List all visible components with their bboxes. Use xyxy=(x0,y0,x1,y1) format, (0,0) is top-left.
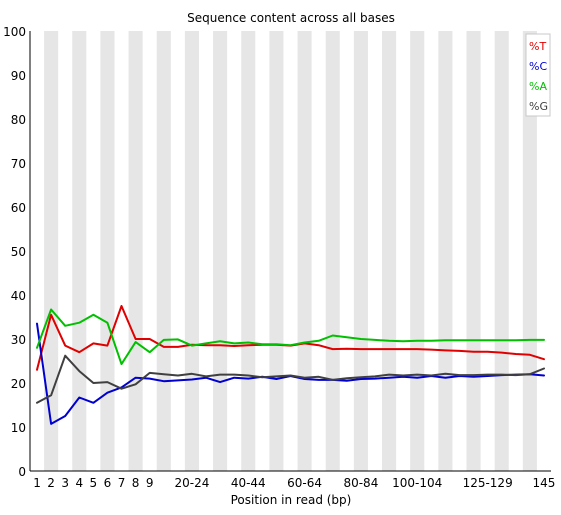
legend-entry-c: %C xyxy=(529,60,547,73)
x-axis-ticks: 1 2 3 4 5 6 7 8 9 20-24 40-44 60-64 80-84 100-104 125-… xyxy=(33,476,555,490)
band xyxy=(213,31,228,471)
band xyxy=(382,31,397,471)
legend-entry-t: %T xyxy=(529,40,546,53)
band xyxy=(494,31,509,471)
x-tick-label: 5 xyxy=(90,476,98,490)
band xyxy=(44,31,59,471)
band xyxy=(438,31,453,471)
chart-title: Sequence content across all bases xyxy=(187,11,395,25)
x-tick-label: 9 xyxy=(146,476,154,490)
x-tick-label: 2 xyxy=(47,476,55,490)
legend: %T %C %A %G xyxy=(525,33,551,117)
legend-box xyxy=(525,33,551,117)
band xyxy=(100,31,115,471)
band xyxy=(325,31,340,471)
legend-entry-g: %G xyxy=(529,100,548,113)
band xyxy=(353,31,368,471)
y-tick-label: 100 xyxy=(3,25,26,39)
x-tick-label: 6 xyxy=(104,476,112,490)
y-tick-label: 50 xyxy=(11,245,26,259)
y-tick-label: 10 xyxy=(11,421,26,435)
band xyxy=(410,31,425,471)
y-tick-label: 40 xyxy=(11,289,26,303)
x-tick-label: 80-84 xyxy=(343,476,378,490)
x-tick-label: 60-64 xyxy=(287,476,322,490)
band xyxy=(269,31,284,471)
band xyxy=(297,31,312,471)
y-tick-label: 0 xyxy=(18,465,26,479)
series-line-g xyxy=(36,354,545,404)
band xyxy=(156,31,171,471)
x-tick-label: 7 xyxy=(118,476,126,490)
band xyxy=(72,31,87,471)
band xyxy=(241,31,256,471)
x-tick-label: 8 xyxy=(132,476,140,490)
x-tick-label: 3 xyxy=(61,476,69,490)
band xyxy=(128,31,143,471)
y-tick-label: 70 xyxy=(11,157,26,171)
background-bands xyxy=(44,31,537,471)
x-tick-label: 125-129 xyxy=(463,476,513,490)
band xyxy=(466,31,481,471)
x-tick-label: 145 xyxy=(533,476,556,490)
series-lines xyxy=(36,305,545,425)
x-tick-label: 1 xyxy=(33,476,41,490)
y-axis-ticks: 0 10 20 30 40 50 60 70 80 90 100 xyxy=(3,25,26,479)
y-tick-label: 20 xyxy=(11,377,26,391)
x-tick-label: 4 xyxy=(75,476,83,490)
y-tick-label: 30 xyxy=(11,333,26,347)
band xyxy=(522,31,537,471)
x-tick-label: 100-104 xyxy=(392,476,442,490)
x-tick-label: 20-24 xyxy=(174,476,209,490)
band xyxy=(184,31,199,471)
axes xyxy=(29,31,551,472)
series-line-a xyxy=(36,308,545,366)
x-axis-label: Position in read (bp) xyxy=(231,493,352,507)
legend-entry-a: %A xyxy=(529,80,547,93)
x-tick-label: 40-44 xyxy=(231,476,266,490)
y-tick-label: 90 xyxy=(11,69,26,83)
y-tick-label: 60 xyxy=(11,201,26,215)
y-tick-label: 80 xyxy=(11,113,26,127)
